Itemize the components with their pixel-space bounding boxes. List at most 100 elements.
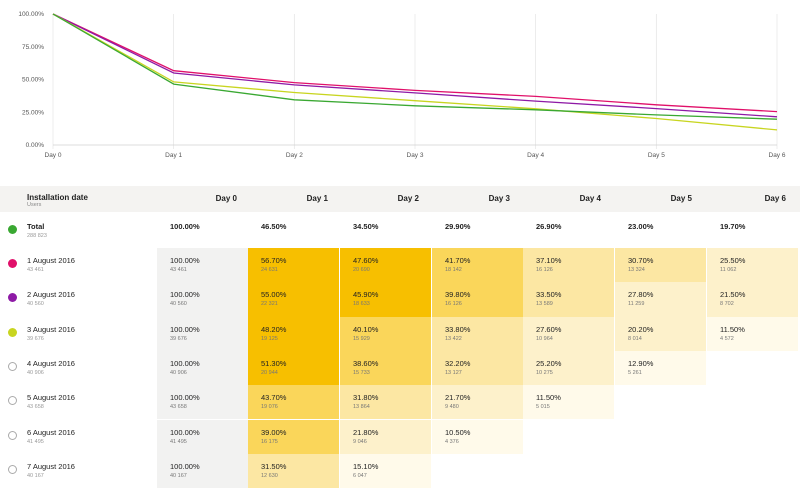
retention-cell: 100.00% 40 906 [157, 351, 248, 385]
retention-cell: 45.90% 18 633 [340, 282, 431, 316]
cell-count: 5 015 [536, 404, 550, 410]
cell-percent: 31.50% [261, 462, 286, 471]
retention-cell: 21.70% 9 480 [432, 385, 523, 419]
row-color-dot[interactable] [8, 259, 17, 268]
cell-percent: 19.70% [720, 222, 745, 231]
retention-cell: 33.80% 13 422 [432, 317, 523, 351]
cell-percent: 11.50% [720, 325, 745, 334]
retention-cell: 100.00% 40 167 [157, 454, 248, 488]
cell-percent: 100.00% [170, 256, 200, 265]
row-color-dot[interactable] [8, 328, 17, 337]
x-tick-label: Day 1 [165, 152, 182, 159]
table-row[interactable]: 3 August 2016 39 676 100.00% 39 676 48.20% 19… [0, 317, 800, 351]
cell-count: 41 495 [170, 439, 187, 445]
retention-cell: 40.10% 15 929 [340, 317, 431, 351]
cell-percent: 33.50% [536, 290, 561, 299]
row-users: 40 167 [27, 473, 44, 479]
row-label: Total [27, 222, 44, 231]
row-users: 43 658 [27, 404, 44, 410]
cell-count: 20 944 [261, 370, 278, 376]
header-day-0[interactable]: Day 0 [216, 194, 237, 203]
retention-cell: 48.20% 19 125 [248, 317, 339, 351]
retention-cell: 43.70% 19 076 [248, 385, 339, 419]
total-cell: 23.00% [615, 214, 706, 248]
table-row[interactable]: 1 August 2016 43 461 100.00% 43 461 56.70% 24… [0, 248, 800, 282]
row-color-dot[interactable] [8, 431, 17, 440]
cell-percent: 25.20% [536, 359, 561, 368]
installation-date-header[interactable]: Installation date [27, 193, 88, 202]
table-row[interactable]: 7 August 2016 40 167 100.00% 40 167 31.50% 12… [0, 454, 800, 488]
cell-count: 24 631 [261, 267, 278, 273]
cell-percent: 38.60% [353, 359, 378, 368]
cell-percent: 47.60% [353, 256, 378, 265]
row-users: 40 560 [27, 301, 44, 307]
retention-cell: 55.00% 22 321 [248, 282, 339, 316]
row-label: 7 August 2016 [27, 462, 75, 471]
total-dot [8, 225, 17, 234]
table-header: Installation date Users Day 0 Day 1 Day … [0, 186, 800, 212]
cell-count: 11 062 [720, 267, 736, 273]
retention-cell: 21.80% 9 046 [340, 420, 431, 454]
row-label: 5 August 2016 [27, 393, 75, 402]
header-day-5[interactable]: Day 5 [671, 194, 692, 203]
x-tick-label: Day 6 [769, 152, 786, 159]
header-day-6[interactable]: Day 6 [765, 194, 786, 203]
row-users: 288 823 [27, 233, 47, 239]
cell-percent: 100.00% [170, 325, 200, 334]
cell-percent: 48.20% [261, 325, 286, 334]
row-users: 43 461 [27, 267, 44, 273]
row-label: 2 August 2016 [27, 290, 75, 299]
total-row[interactable]: Total 288 823 100.00% 46.50% 34.50% 29.90% 26.… [0, 214, 800, 248]
table-row[interactable]: 4 August 2016 40 906 100.00% 40 906 51.30% 20… [0, 351, 800, 385]
retention-cell: 25.50% 11 062 [707, 248, 798, 282]
cell-percent: 27.80% [628, 290, 653, 299]
row-color-dot[interactable] [8, 396, 17, 405]
retention-cell: 21.50% 8 702 [707, 282, 798, 316]
row-color-dot[interactable] [8, 293, 17, 302]
cell-percent: 100.00% [170, 428, 200, 437]
cell-percent: 55.00% [261, 290, 286, 299]
retention-line-chart: Day 0 Day 1 Day 2 Day 3 Day 4 Day 5 Day 6 0.00%… [0, 0, 800, 168]
retention-cell: 100.00% 39 676 [157, 317, 248, 351]
cell-count: 16 126 [445, 301, 462, 307]
cell-percent: 32.20% [445, 359, 470, 368]
retention-cell: 39.00% 16 175 [248, 420, 339, 454]
cell-count: 20 690 [353, 267, 370, 273]
retention-cell: 100.00% 40 560 [157, 282, 248, 316]
cell-count: 4 572 [720, 336, 734, 342]
cell-count: 11 259 [628, 301, 644, 307]
retention-cell: 33.50% 13 589 [523, 282, 614, 316]
header-day-3[interactable]: Day 3 [489, 194, 510, 203]
table-row[interactable]: 5 August 2016 43 658 100.00% 43 658 43.70% 19… [0, 385, 800, 419]
row-label: 6 August 2016 [27, 428, 75, 437]
cell-count: 13 127 [445, 370, 462, 376]
cell-percent: 30.70% [628, 256, 653, 265]
retention-cell: 39.80% 16 126 [432, 282, 523, 316]
retention-cell: 10.50% 4 376 [432, 420, 523, 454]
cell-percent: 21.70% [445, 393, 470, 402]
row-users: 40 906 [27, 370, 44, 376]
cell-percent: 26.90% [536, 222, 561, 231]
cell-count: 18 633 [353, 301, 370, 307]
retention-cell: 56.70% 24 631 [248, 248, 339, 282]
cell-count: 16 126 [536, 267, 553, 273]
header-day-4[interactable]: Day 4 [580, 194, 601, 203]
retention-cell: 31.80% 13 864 [340, 385, 431, 419]
header-day-2[interactable]: Day 2 [398, 194, 419, 203]
table-row[interactable]: 6 August 2016 41 495 100.00% 41 495 39.00% 16… [0, 420, 800, 454]
cell-count: 16 175 [261, 439, 278, 445]
cell-count: 15 929 [353, 336, 370, 342]
cell-percent: 21.80% [353, 428, 378, 437]
table-row[interactable]: 2 August 2016 40 560 100.00% 40 560 55.00% 22… [0, 282, 800, 316]
retention-cell: 37.10% 16 126 [523, 248, 614, 282]
cell-percent: 20.20% [628, 325, 653, 334]
x-tick-label: Day 5 [648, 152, 665, 159]
cell-count: 13 422 [445, 336, 462, 342]
row-color-dot[interactable] [8, 362, 17, 371]
x-tick-label: Day 2 [286, 152, 303, 159]
cell-percent: 15.10% [353, 462, 378, 471]
header-day-1[interactable]: Day 1 [307, 194, 328, 203]
cell-count: 9 480 [445, 404, 459, 410]
row-color-dot[interactable] [8, 465, 17, 474]
cell-percent: 43.70% [261, 393, 286, 402]
